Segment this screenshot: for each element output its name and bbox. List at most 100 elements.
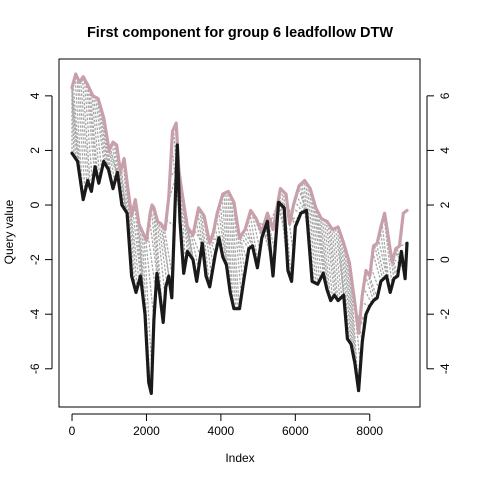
y2-tick-label: 2 <box>438 201 452 208</box>
reference-series-line <box>70 72 409 335</box>
warping-link <box>394 251 404 266</box>
warping-link <box>223 193 233 301</box>
warping-link <box>321 219 332 301</box>
y-tick-label: 4 <box>28 92 42 99</box>
warping-link <box>96 98 107 165</box>
warping-link <box>217 209 228 266</box>
warping-link <box>388 244 399 277</box>
warping-link <box>102 115 112 181</box>
query-series-line <box>70 143 409 395</box>
warping-link <box>159 223 170 277</box>
y2-tick-label: 6 <box>438 92 452 99</box>
warping-link <box>327 222 337 298</box>
x-tick-label: 6000 <box>282 424 309 438</box>
warping-link <box>314 205 324 274</box>
warping-link <box>377 238 388 277</box>
warping-link <box>228 193 239 309</box>
warping-link <box>113 143 123 206</box>
warping-link <box>230 197 241 309</box>
y-tick-label: 0 <box>28 201 42 208</box>
y2-tick-label: -2 <box>438 309 452 320</box>
warping-link <box>163 228 174 278</box>
warping-link <box>202 214 213 277</box>
warping-link <box>310 192 321 281</box>
x-axis-label: Index <box>225 451 254 465</box>
warping-link <box>336 227 347 317</box>
warping-link <box>161 225 172 290</box>
series-lines <box>70 72 409 395</box>
warping-link <box>312 198 323 277</box>
warping-link <box>132 210 142 280</box>
plot-frame <box>58 58 421 408</box>
x-tick-label: 2000 <box>133 424 160 438</box>
warping-link <box>247 219 257 263</box>
warping-link <box>225 192 235 309</box>
warping-link <box>334 228 345 296</box>
warping-link <box>195 220 205 260</box>
warping-link <box>240 235 250 250</box>
warping-link <box>346 253 356 364</box>
warping-link <box>76 76 86 192</box>
y-tick-label: -2 <box>28 254 42 265</box>
warping-link <box>381 222 391 293</box>
warping-link <box>295 194 306 212</box>
warping-link <box>308 187 319 285</box>
warping-link <box>325 220 336 296</box>
warping-link <box>78 80 88 184</box>
warping-link <box>145 238 155 320</box>
warping-link <box>347 259 358 378</box>
y-tick-label: 2 <box>28 147 42 154</box>
warping-link <box>92 96 103 170</box>
warping-link <box>212 234 222 248</box>
y2-tick-label: 0 <box>438 256 452 263</box>
warping-link <box>146 232 157 291</box>
warping-link <box>366 272 376 300</box>
warping-link <box>323 220 334 298</box>
warping-link <box>249 212 259 263</box>
warping-link <box>193 229 203 244</box>
warping-link <box>344 247 354 354</box>
warping-link <box>368 274 378 299</box>
warping-link <box>236 221 246 272</box>
warping-link <box>370 266 380 290</box>
warping-link <box>74 76 84 200</box>
warping-link <box>143 234 153 373</box>
warping-link <box>329 225 339 301</box>
warping-link <box>340 235 350 342</box>
warping-link <box>89 89 99 180</box>
warping-link <box>87 85 97 172</box>
warping-link <box>158 222 168 283</box>
chart-title: First component for group 6 leadfollow D… <box>87 25 393 41</box>
warping-link <box>306 184 317 284</box>
x-tick-label: 0 <box>69 424 76 438</box>
y2-tick-label: -4 <box>438 363 452 374</box>
warping-link <box>83 78 94 185</box>
warping-link <box>226 191 237 309</box>
warping-link <box>91 93 101 179</box>
warping-link <box>284 193 295 255</box>
warping-link <box>85 82 96 172</box>
warping-link <box>319 217 330 296</box>
warping-link <box>269 202 280 223</box>
y2-tick-label: 4 <box>438 147 452 154</box>
y-tick-label: -6 <box>28 363 42 374</box>
warping-link <box>342 241 352 345</box>
warping-link <box>81 77 92 190</box>
warping-link <box>362 287 373 304</box>
warping-link <box>98 102 109 168</box>
warping-link <box>189 231 200 269</box>
warping-link <box>148 218 159 279</box>
warping-link <box>241 233 252 248</box>
warping-link <box>282 191 293 282</box>
warping-link <box>133 202 144 296</box>
x-tick-label: 4000 <box>208 424 235 438</box>
warping-link <box>71 87 75 156</box>
warping-link <box>243 230 254 247</box>
warping-link <box>200 212 211 287</box>
warping-link <box>238 232 248 261</box>
warping-link <box>364 275 375 301</box>
y-axis-label: Query value <box>2 199 16 264</box>
warping-link <box>79 80 90 184</box>
warping-link <box>251 211 261 251</box>
